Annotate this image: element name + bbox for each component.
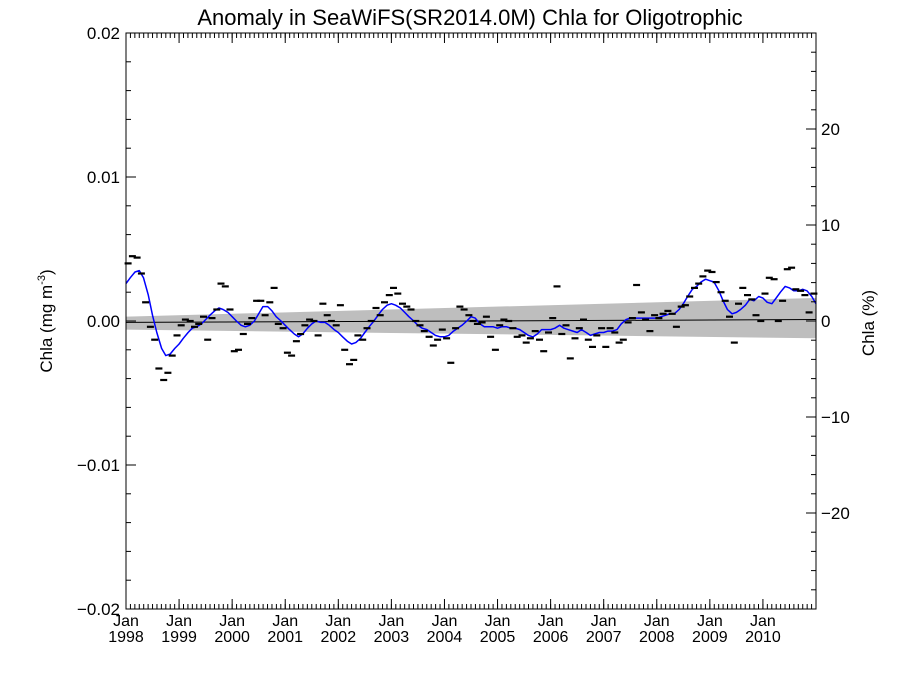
left-axis-label-superscript: -3 [36,275,48,285]
x-tick-month-label: Jan [325,613,351,630]
x-tick-year-label: 1999 [161,629,197,646]
x-tick-month-label: Jan [750,613,776,630]
x-tick-month-label: Jan [485,613,511,630]
x-tick-year-label: 2004 [427,629,463,646]
x-tick-year-label: 2002 [321,629,357,646]
left-tick-label: −0.02 [77,600,120,619]
x-tick-month-label: Jan [644,613,670,630]
left-axis-label: Chla (mg m-3) [36,269,56,372]
left-tick-label: 0.00 [87,312,120,331]
x-tick-year-label: 2001 [267,629,303,646]
x-tick-year-label: 1998 [108,629,144,646]
x-tick-month-label: Jan [272,613,298,630]
x-tick-month-label: Jan [432,613,458,630]
right-y-axis: 20 10 0 −10 −20 [806,32,850,610]
running-mean-layer [125,269,817,357]
running-mean-line [125,269,817,357]
x-tick-month-label: Jan [219,613,245,630]
x-tick-year-label: 2010 [745,629,781,646]
left-axis-label-main: Chla (mg m [37,285,56,373]
x-tick-month-label: Jan [166,613,192,630]
x-tick-year-label: 2006 [533,629,569,646]
right-tick-label: −20 [821,504,850,523]
x-tick-year-label: 2008 [639,629,675,646]
right-tick-label: 10 [821,216,840,235]
x-tick-month-label: Jan [538,613,564,630]
x-tick-year-label: 2000 [214,629,250,646]
monthly-anomalies-layer [124,255,818,382]
left-tick-label: −0.01 [77,456,120,475]
right-tick-label: 20 [821,120,840,139]
chart-title: Anomaly in SeaWiFS(SR2014.0M) Chla for O… [197,5,742,30]
right-axis-label: Chla (%) [859,290,878,356]
x-tick-month-label: Jan [378,613,404,630]
x-tick-month-label: Jan [591,613,617,630]
confidence-band [126,297,816,339]
right-tick-label: 0 [821,312,830,331]
x-tick-month-label: Jan [697,613,723,630]
confidence-band-layer [126,297,816,339]
left-tick-label: 0.01 [87,168,120,187]
right-tick-label: −10 [821,408,850,427]
x-axis: Jan1998Jan1999Jan2000Jan2001Jan2002Jan20… [108,33,817,646]
x-tick-year-label: 2003 [374,629,410,646]
x-tick-month-label: Jan [113,613,139,630]
x-tick-year-label: 2009 [692,629,728,646]
left-axis-label-close: ) [37,269,56,275]
left-tick-label: 0.02 [87,24,120,43]
x-tick-year-label: 2005 [480,629,516,646]
x-tick-year-label: 2007 [586,629,622,646]
